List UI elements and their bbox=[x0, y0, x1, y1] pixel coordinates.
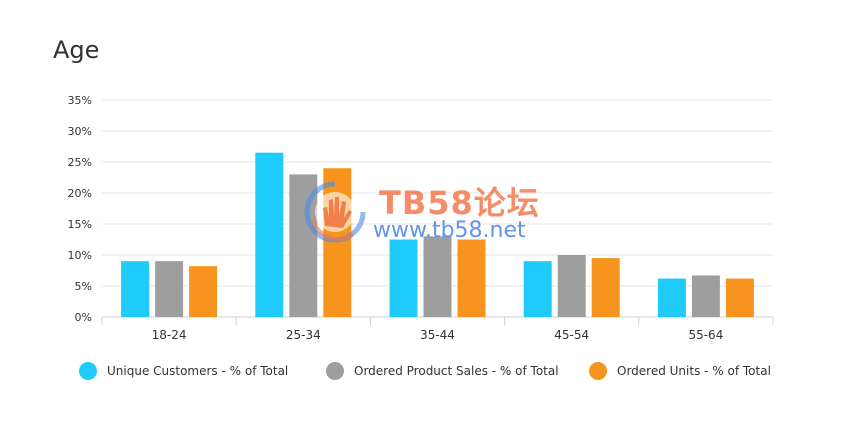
legend-label: Unique Customers - % of Total bbox=[107, 364, 289, 378]
bar bbox=[591, 258, 620, 317]
bar bbox=[255, 152, 284, 317]
y-tick-label: 30% bbox=[68, 125, 92, 138]
legend-label: Ordered Product Sales - % of Total bbox=[354, 364, 559, 378]
x-tick-label: 18-24 bbox=[152, 328, 187, 342]
x-tick-label: 35-44 bbox=[420, 328, 455, 342]
chart-title: Age bbox=[53, 36, 100, 64]
x-tick-label: 55-64 bbox=[688, 328, 723, 342]
legend: Unique Customers - % of Total Ordered Pr… bbox=[0, 362, 860, 386]
y-tick-label: 0% bbox=[75, 311, 92, 324]
bar bbox=[691, 275, 720, 317]
legend-swatch-icon bbox=[589, 362, 607, 380]
y-tick-label: 35% bbox=[68, 94, 92, 107]
bar bbox=[323, 168, 352, 317]
bar bbox=[289, 174, 318, 317]
y-tick-label: 25% bbox=[68, 156, 92, 169]
bar bbox=[523, 261, 552, 317]
bar bbox=[557, 255, 586, 317]
y-tick-label: 10% bbox=[68, 249, 92, 262]
y-tick-label: 5% bbox=[75, 280, 92, 293]
x-tick-label: 45-54 bbox=[554, 328, 589, 342]
bar bbox=[389, 239, 418, 317]
legend-swatch-icon bbox=[79, 362, 97, 380]
legend-label: Ordered Units - % of Total bbox=[617, 364, 771, 378]
bar bbox=[725, 278, 754, 317]
bar bbox=[121, 261, 150, 317]
bar bbox=[657, 278, 686, 317]
bar bbox=[155, 261, 184, 317]
x-tick-label: 25-34 bbox=[286, 328, 321, 342]
legend-item-ordered-units[interactable]: Ordered Units - % of Total bbox=[589, 362, 771, 380]
y-axis-ticks: 0% 5% 10% 15% 20% 25% 30% 35% bbox=[68, 94, 92, 324]
bars bbox=[121, 152, 754, 317]
bar bbox=[457, 239, 486, 317]
legend-item-ordered-product-sales[interactable]: Ordered Product Sales - % of Total bbox=[326, 362, 559, 380]
legend-item-unique-customers[interactable]: Unique Customers - % of Total bbox=[79, 362, 288, 380]
y-tick-label: 15% bbox=[68, 218, 92, 231]
x-axis: 18-24 25-34 35-44 45-54 55-64 bbox=[101, 317, 774, 342]
legend-swatch-icon bbox=[326, 362, 344, 380]
y-tick-label: 20% bbox=[68, 187, 92, 200]
bar bbox=[189, 266, 218, 317]
bar bbox=[423, 236, 452, 317]
